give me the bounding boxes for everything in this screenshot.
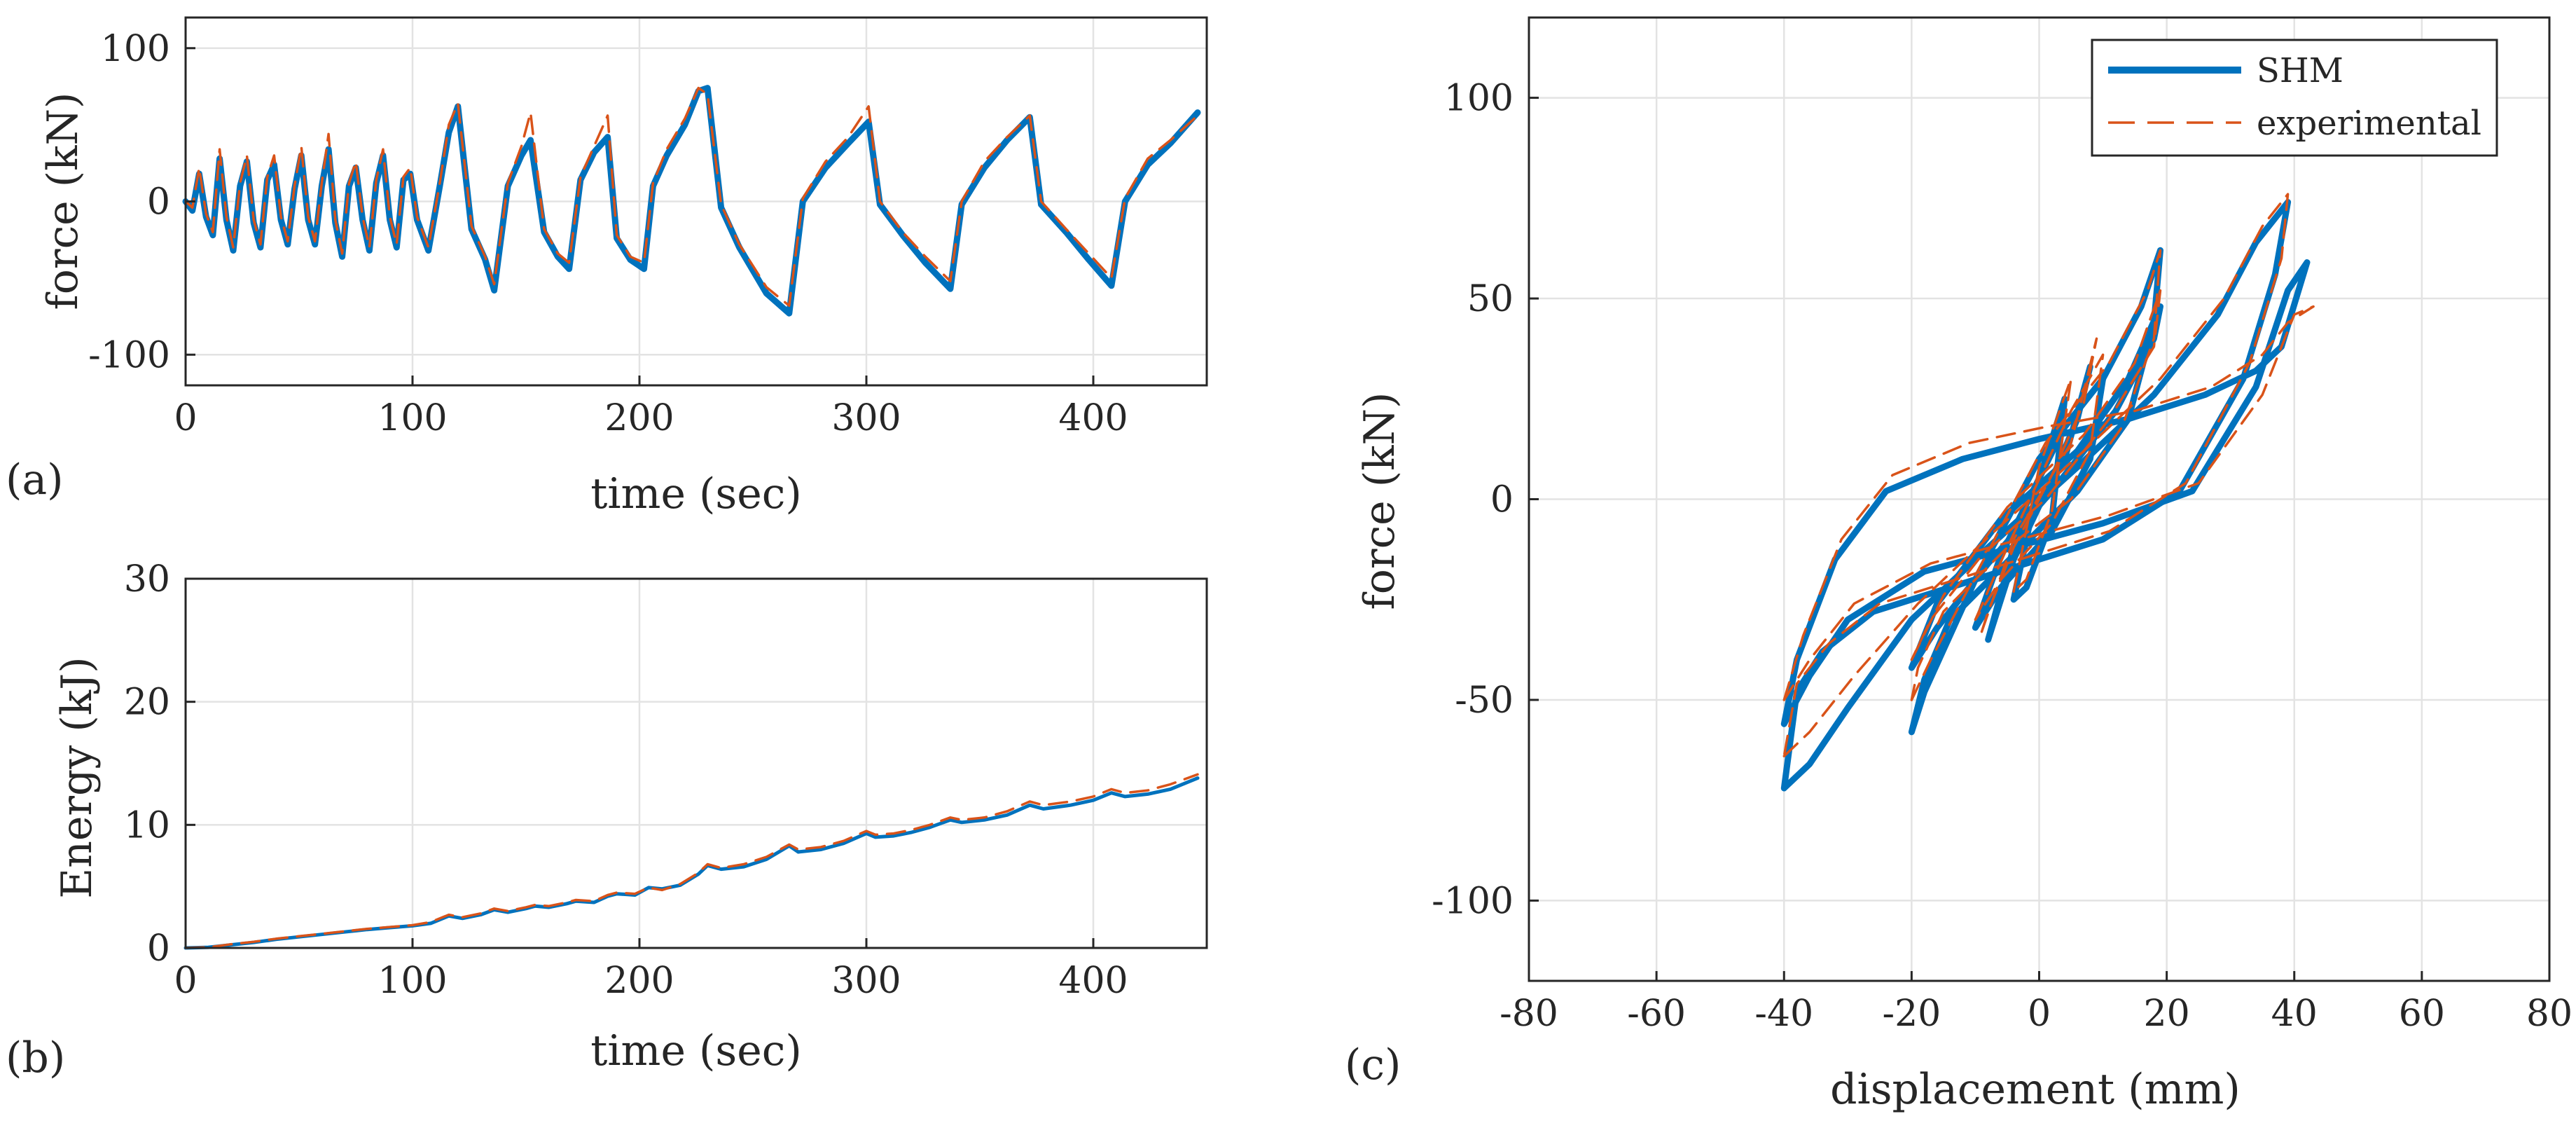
x-tick-label: 80 [2526, 993, 2572, 1035]
y-tick-label: 10 [124, 804, 170, 846]
series-experimental-loop-3 [1910, 249, 2162, 701]
x-tick-label: 0 [174, 960, 197, 1002]
y-tick-label: 100 [101, 28, 170, 70]
y-tick-label: -100 [88, 334, 170, 376]
x-tick-label: 400 [1058, 397, 1128, 439]
y-tick-label: 0 [147, 928, 170, 970]
series-shm-line [183, 776, 1200, 950]
x-tick-label: 0 [2028, 993, 2051, 1035]
x-tick-label: 200 [604, 397, 674, 439]
series-experimental-line [184, 773, 1199, 949]
legend-label-experimental: experimental [2257, 104, 2481, 143]
y-tick-label: 50 [1467, 278, 1514, 320]
panel-b-axes-frame [184, 577, 1208, 949]
x-tick-label: 60 [2399, 993, 2445, 1035]
panel-c-label: (c) [1345, 1040, 1401, 1089]
x-tick-label: 100 [378, 960, 447, 1002]
x-tick-label: 100 [378, 397, 447, 439]
x-tick-label: 300 [831, 397, 901, 439]
series-experimental-loop-0 [2012, 377, 2072, 593]
series-shm-loop-3 [1908, 247, 2163, 736]
panel-c-ylabel: force (kN) [1355, 392, 1404, 610]
x-tick-label: -60 [1627, 993, 1686, 1035]
panel-b-ylabel: Energy (kJ) [53, 656, 102, 898]
series-experimental-loop-4 [1910, 289, 2162, 661]
y-tick-label: 0 [147, 181, 170, 223]
panel-b-label: (b) [6, 1033, 65, 1082]
x-tick-label: 200 [604, 960, 674, 1002]
panel-a-xlabel: time (sec) [590, 469, 802, 518]
x-tick-label: -40 [1754, 993, 1813, 1035]
series-experimental-line [184, 86, 1199, 308]
x-tick-label: -20 [1883, 993, 1941, 1035]
panel-a-label: (a) [6, 455, 64, 504]
x-tick-label: 400 [1058, 960, 1128, 1002]
legend: SHM experimental [2091, 39, 2498, 157]
series-experimental-loop-6 [1782, 305, 2315, 701]
y-tick-label: -100 [1432, 880, 1514, 922]
panel-c-xlabel: displacement (mm) [1830, 1065, 2241, 1114]
series-shm-loop-6 [1780, 259, 2311, 727]
y-tick-label: 30 [124, 558, 170, 600]
x-tick-label: -80 [1500, 993, 1558, 1035]
series-experimental-loop-5 [1782, 193, 2290, 757]
panel-a-ylabel: force (kN) [39, 92, 88, 310]
x-tick-label: 20 [2144, 993, 2190, 1035]
y-tick-label: 0 [1490, 479, 1514, 521]
y-tick-label: 100 [1444, 78, 1514, 120]
series-experimental-loop-1 [1980, 337, 2098, 633]
x-tick-label: 40 [2271, 993, 2318, 1035]
panel-c-hysteresis: -80 -60 -40 -20 0 20 40 60 80 100 50 0 -50 -100 displ… [1345, 16, 2572, 1114]
x-tick-label: 0 [174, 397, 197, 439]
panel-b-xlabel: time (sec) [590, 1026, 802, 1075]
x-tick-label: 300 [831, 960, 901, 1002]
y-tick-label: -50 [1455, 680, 1514, 722]
series-shm-loop-5 [1780, 199, 2292, 792]
series-experimental-loop-2 [1974, 353, 2105, 621]
y-tick-label: 20 [124, 682, 170, 724]
legend-label-shm: SHM [2257, 51, 2343, 90]
